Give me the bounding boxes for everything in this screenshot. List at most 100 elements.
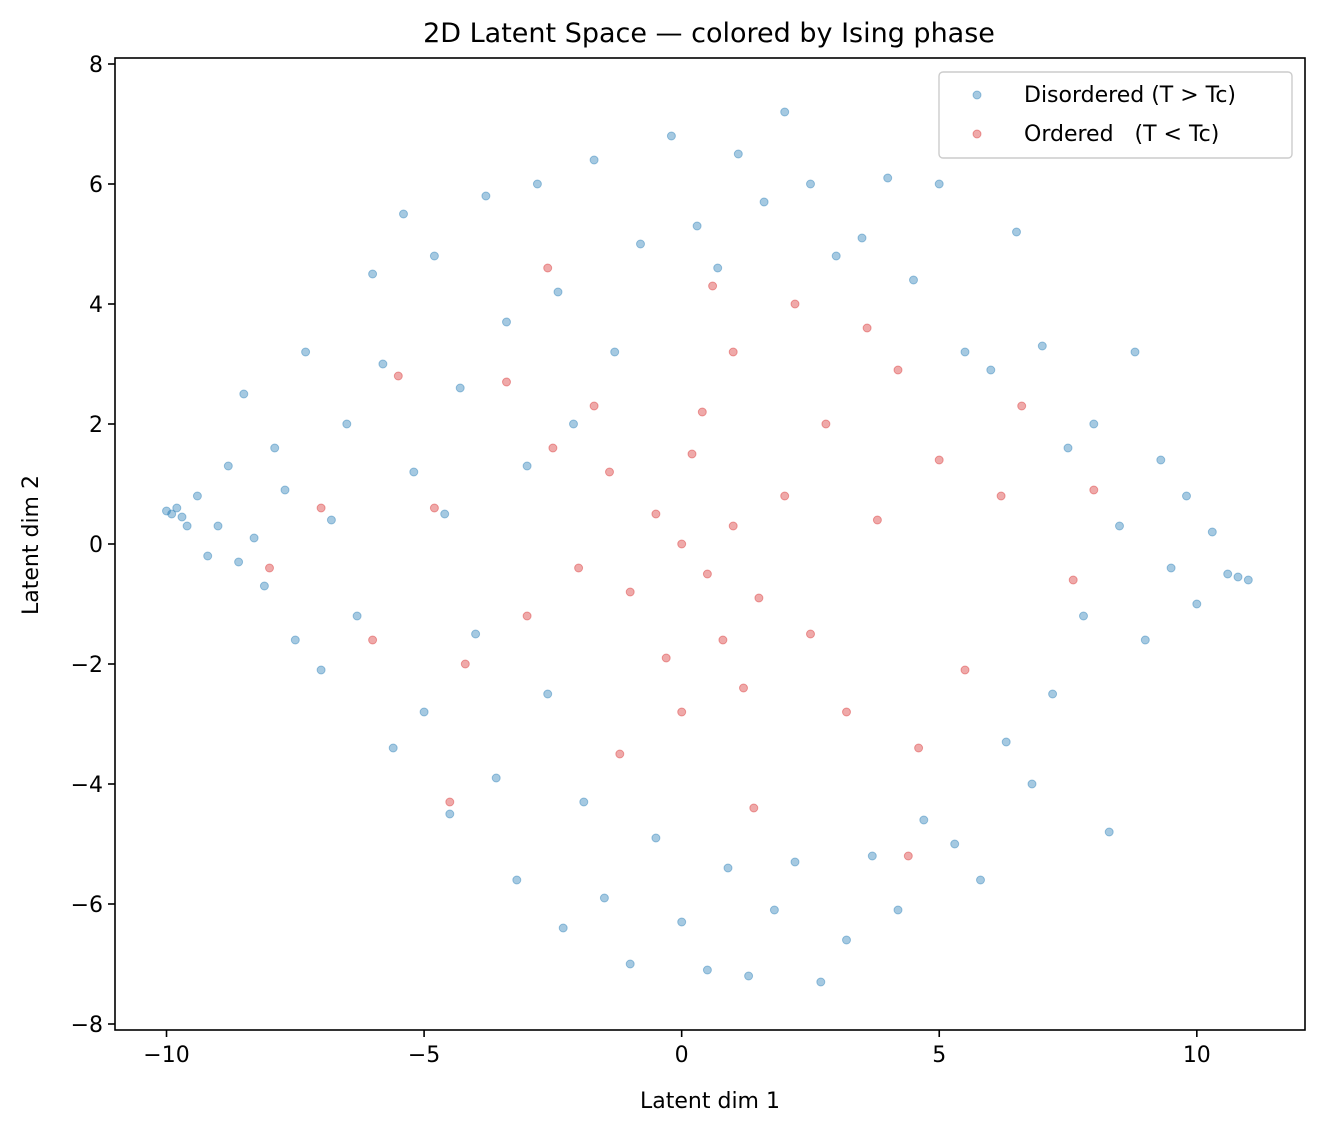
- legend-marker-disordered: [972, 90, 982, 100]
- data-point-disordered: [692, 221, 702, 231]
- data-point-ordered: [806, 629, 815, 639]
- data-point-ordered: [790, 299, 800, 309]
- x-axis: −10 −5 0 5 10: [143, 1030, 1211, 1068]
- data-point-ordered: [625, 587, 635, 597]
- data-point-disordered: [172, 503, 182, 513]
- data-point-ordered: [368, 635, 378, 645]
- data-point-disordered: [883, 173, 893, 183]
- data-point-ordered: [842, 707, 851, 717]
- data-point-disordered: [1037, 341, 1047, 351]
- data-point-disordered: [986, 365, 996, 375]
- data-point-disordered: [368, 269, 378, 279]
- data-point-disordered: [976, 875, 985, 885]
- legend: Disordered (T > Tc) Ordered (T < Tc): [938, 71, 1293, 159]
- y-tick-label: −6: [71, 893, 103, 918]
- data-point-ordered: [316, 503, 326, 513]
- data-point-disordered: [223, 461, 233, 471]
- x-tick-label: 0: [675, 1043, 689, 1068]
- data-point-ordered: [589, 401, 599, 411]
- data-point-disordered: [1166, 563, 1176, 573]
- data-point-disordered: [857, 233, 867, 243]
- data-point-disordered: [1104, 827, 1114, 837]
- data-point-ordered: [1068, 575, 1078, 585]
- data-point-disordered: [806, 179, 815, 189]
- y-tick-label: −2: [71, 653, 103, 678]
- data-point-disordered: [326, 515, 336, 525]
- data-point-disordered: [182, 521, 192, 531]
- data-point-disordered: [651, 833, 661, 843]
- y-tick-label: 2: [89, 413, 103, 438]
- x-axis-label: Latent dim 1: [640, 1089, 780, 1114]
- data-point-ordered: [460, 659, 470, 669]
- data-point-ordered: [708, 281, 718, 291]
- data-point-ordered: [522, 611, 532, 621]
- data-point-disordered: [481, 191, 491, 201]
- data-point-ordered: [934, 455, 944, 465]
- data-point-disordered: [440, 509, 450, 519]
- data-point-disordered: [569, 419, 578, 429]
- data-point-ordered: [502, 377, 511, 387]
- data-point-disordered: [780, 107, 790, 117]
- data-point-ordered: [872, 515, 882, 525]
- legend-label-disordered: Disordered (T > Tc): [1024, 83, 1236, 108]
- data-point-disordered: [409, 467, 419, 477]
- data-point-ordered: [615, 749, 625, 759]
- data-point-ordered: [605, 467, 614, 477]
- data-point-disordered: [790, 857, 800, 867]
- data-point-disordered: [234, 557, 244, 567]
- data-point-ordered: [960, 665, 970, 675]
- data-point-ordered: [754, 593, 764, 603]
- data-point-disordered: [522, 461, 532, 471]
- y-tick-label: 0: [89, 533, 103, 558]
- data-point-ordered: [697, 407, 707, 417]
- data-point-disordered: [599, 893, 609, 903]
- data-point-disordered: [471, 629, 481, 639]
- data-point-disordered: [352, 611, 362, 621]
- data-point-disordered: [301, 347, 311, 357]
- data-point-ordered: [393, 371, 403, 381]
- data-point-ordered: [677, 707, 687, 717]
- data-point-ordered: [265, 563, 274, 573]
- data-point-disordered: [769, 905, 779, 915]
- data-point-disordered: [1079, 611, 1088, 621]
- y-tick-label: 4: [89, 293, 103, 318]
- data-point-disordered: [399, 209, 408, 219]
- data-point-disordered: [388, 743, 398, 753]
- legend-box: [938, 71, 1293, 159]
- data-point-disordered: [259, 581, 269, 591]
- data-point-disordered: [831, 251, 841, 261]
- data-point-ordered: [718, 635, 728, 645]
- x-tick-label: −5: [408, 1043, 440, 1068]
- data-point-disordered: [1207, 527, 1217, 537]
- data-point-disordered: [1243, 575, 1253, 585]
- data-point-disordered: [445, 809, 455, 819]
- data-point-disordered: [249, 533, 259, 543]
- data-point-disordered: [1048, 689, 1058, 699]
- data-point-disordered: [1089, 419, 1099, 429]
- data-point-disordered: [759, 197, 769, 207]
- data-point-disordered: [625, 959, 635, 969]
- data-point-disordered: [950, 839, 960, 849]
- data-point-ordered: [996, 491, 1006, 501]
- data-point-ordered: [862, 323, 872, 333]
- data-point-disordered: [455, 383, 465, 393]
- data-point-disordered: [1156, 455, 1166, 465]
- data-point-disordered: [744, 971, 754, 981]
- data-point-disordered: [1012, 227, 1021, 237]
- data-point-disordered: [1115, 521, 1124, 531]
- data-point-disordered: [723, 863, 733, 873]
- data-point-ordered: [780, 491, 790, 501]
- data-point-disordered: [636, 239, 645, 249]
- data-point-disordered: [1001, 737, 1011, 747]
- data-point-disordered: [280, 485, 290, 495]
- data-point-disordered: [290, 635, 300, 645]
- x-tick-label: 10: [1183, 1043, 1211, 1068]
- data-point-disordered: [558, 923, 568, 933]
- data-point-disordered: [512, 875, 522, 885]
- x-tick-label: 5: [932, 1043, 946, 1068]
- data-point-disordered: [960, 347, 970, 357]
- data-point-disordered: [1063, 443, 1073, 453]
- data-point-disordered: [162, 506, 171, 516]
- data-point-disordered: [1130, 347, 1140, 357]
- data-point-disordered: [733, 149, 743, 159]
